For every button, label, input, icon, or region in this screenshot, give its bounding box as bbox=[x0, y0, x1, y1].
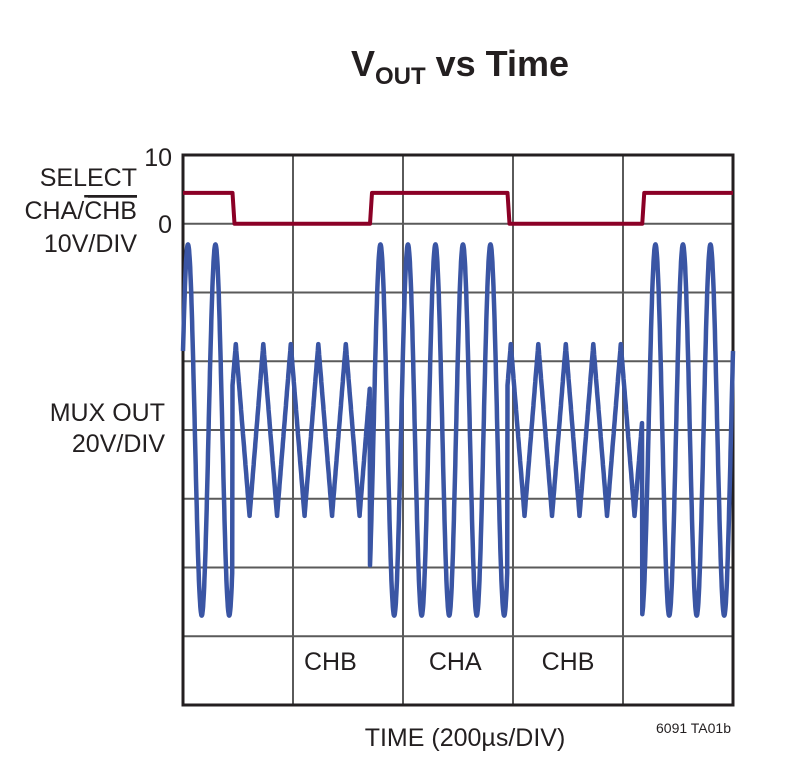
select-tick-10: 10 bbox=[144, 144, 172, 172]
select-label-line3: 10V/DIV bbox=[44, 230, 137, 258]
mux-label-line2: 20V/DIV bbox=[72, 430, 165, 458]
select-label-line1: SELECT bbox=[40, 164, 137, 192]
select-trace bbox=[183, 190, 733, 226]
select-label-line2: CHA/CHB bbox=[24, 197, 137, 225]
x-axis-label: TIME (200µs/DIV) bbox=[365, 724, 566, 752]
chart-title: VOUT vs Time bbox=[351, 43, 569, 90]
channel-label-chb-2: CHB bbox=[542, 648, 595, 676]
channel-label-cha: CHA bbox=[429, 648, 482, 676]
select-tick-0: 0 bbox=[158, 211, 172, 239]
figure-id-note: 6091 TA01b bbox=[656, 720, 731, 736]
mux-label-line1: MUX OUT bbox=[50, 399, 165, 427]
mux-out-trace bbox=[180, 242, 736, 618]
channel-label-chb-1: CHB bbox=[304, 648, 357, 676]
